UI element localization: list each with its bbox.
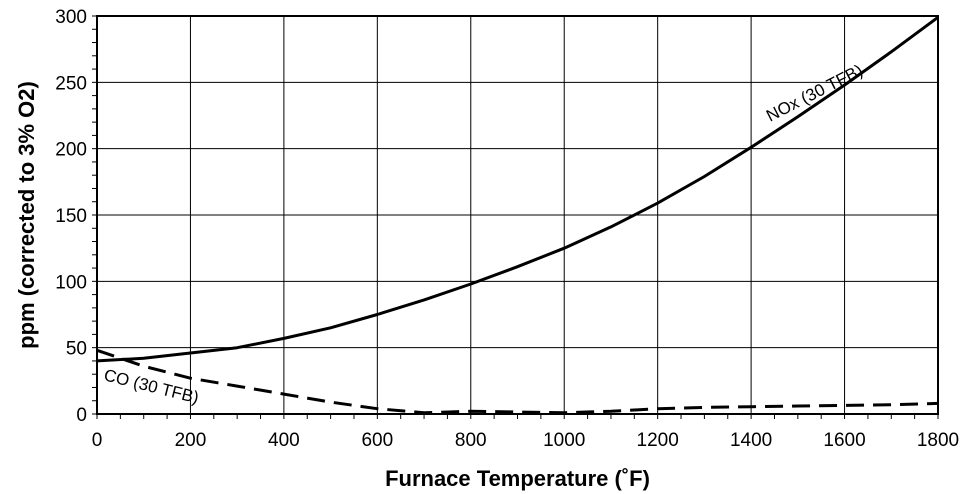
x-tick-label: 1000 <box>543 430 585 451</box>
y-tick-label: 0 <box>76 405 87 426</box>
x-tick-labels: 0 200 400 600 800 1000 1200 1400 1600 1800 <box>92 430 959 451</box>
x-axis-title: Furnace Temperature (˚F) <box>385 466 650 491</box>
y-tick-label: 50 <box>66 339 87 360</box>
minor-ticks <box>92 15 939 419</box>
x-tick-label: 1400 <box>730 430 772 451</box>
x-tick-label: 0 <box>92 430 103 451</box>
y-tick-label: 100 <box>55 272 87 293</box>
x-tick-label: 800 <box>455 430 487 451</box>
series-label-co: CO (30 TFB) <box>102 365 201 407</box>
y-tick-label: 300 <box>55 7 87 28</box>
x-tick-label: 200 <box>175 430 207 451</box>
y-tick-label: 250 <box>55 73 87 94</box>
series-line-1 <box>96 348 939 415</box>
series-group <box>96 16 939 415</box>
x-tick-label: 400 <box>268 430 300 451</box>
y-axis-title: ppm (corrected to 3% O2) <box>14 81 39 349</box>
y-tick-labels: 0 50 100 150 200 250 300 <box>55 7 87 426</box>
y-tick-label: 150 <box>55 206 87 227</box>
series-label-nox: NOx (30 TFB) <box>763 61 866 126</box>
y-tick-label: 200 <box>55 140 87 161</box>
x-tick-label: 1600 <box>823 430 865 451</box>
plot-frame <box>96 15 939 415</box>
x-tick-label: 1800 <box>917 430 959 451</box>
grid <box>96 15 939 415</box>
series-line-0 <box>96 16 939 363</box>
x-tick-label: 600 <box>361 430 393 451</box>
x-tick-label: 1200 <box>637 430 679 451</box>
